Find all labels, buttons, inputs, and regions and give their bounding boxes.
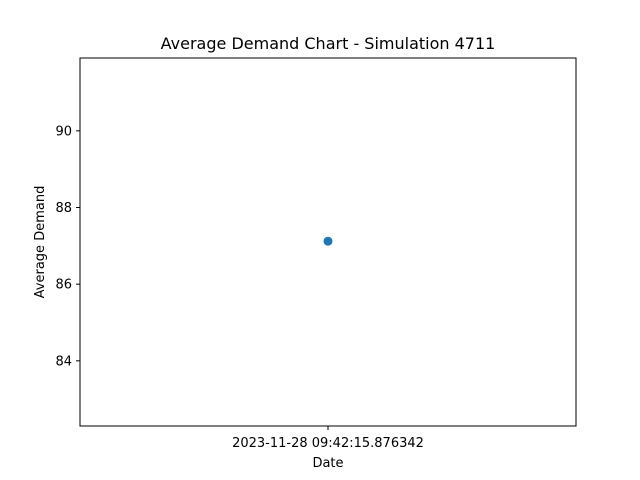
x-tick-label: 2023-11-28 09:42:15.876342 (232, 436, 424, 451)
y-tick-label: 90 (55, 124, 72, 139)
y-tick-label: 88 (55, 201, 72, 216)
y-axis: 84 86 88 90 (55, 124, 80, 369)
x-axis-label: Date (312, 456, 343, 471)
data-point (323, 236, 333, 246)
chart-title: Average Demand Chart - Simulation 4711 (161, 34, 496, 53)
y-tick-label: 86 (55, 278, 72, 293)
y-tick-label: 84 (55, 354, 72, 369)
data-points (323, 236, 333, 246)
y-axis-label: Average Demand (33, 186, 48, 299)
x-axis: 2023-11-28 09:42:15.876342 (232, 426, 424, 451)
